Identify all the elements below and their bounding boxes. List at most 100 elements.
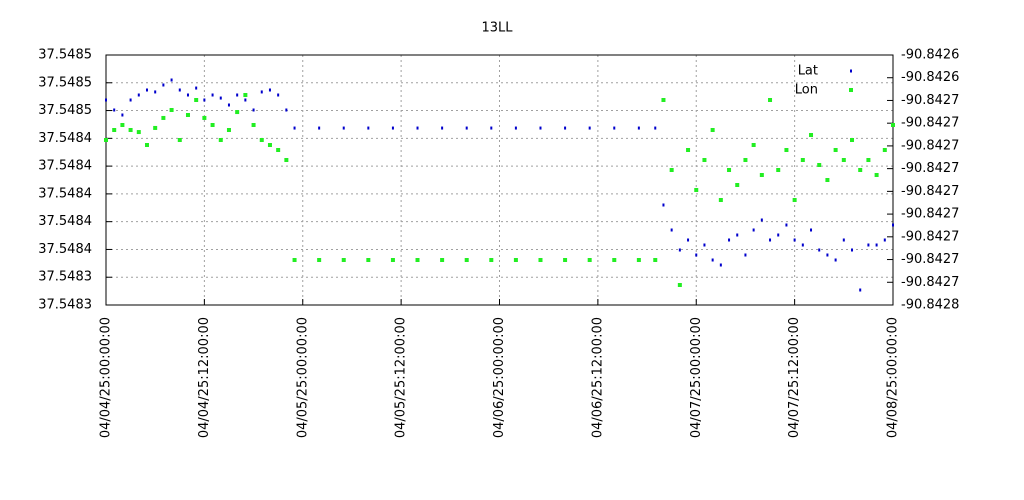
point <box>718 198 723 202</box>
y2-tick-label: -90.8427 <box>901 252 959 267</box>
point <box>727 168 732 172</box>
point <box>538 258 543 262</box>
point <box>465 126 468 130</box>
point <box>128 128 133 132</box>
point <box>251 123 256 127</box>
point <box>736 233 739 237</box>
point <box>817 163 822 167</box>
point <box>735 183 740 187</box>
point <box>882 148 887 152</box>
point <box>776 168 781 172</box>
point <box>268 88 271 92</box>
y2-tick-label: -90.8427 <box>901 275 959 290</box>
point <box>711 258 714 262</box>
point <box>751 143 756 147</box>
point <box>105 98 107 102</box>
point <box>687 238 690 242</box>
y-tick-label: 37.5484 <box>38 159 92 174</box>
point <box>243 93 248 97</box>
point <box>842 238 845 242</box>
point <box>760 218 763 222</box>
x-tick-label: 04/07/25:00:00:00 <box>689 317 704 438</box>
y2-tick-label: -90.8427 <box>901 93 959 108</box>
point <box>178 88 181 92</box>
y2-tick-label: -90.8427 <box>901 184 959 199</box>
point <box>210 123 215 127</box>
point <box>202 115 207 120</box>
point <box>391 126 394 130</box>
point <box>784 148 789 152</box>
point <box>489 258 494 262</box>
point <box>136 130 141 135</box>
point <box>194 98 199 102</box>
point <box>390 258 395 262</box>
point <box>342 126 345 130</box>
point <box>252 108 255 112</box>
point <box>226 128 231 132</box>
point <box>759 173 764 177</box>
point <box>686 148 691 152</box>
point <box>441 126 444 130</box>
point <box>825 178 830 182</box>
y-tick-label: 37.5483 <box>38 298 92 313</box>
y2-tick-label: -90.8426 <box>901 70 959 85</box>
x-tick-label: 04/07/25:12:00:00 <box>787 317 802 438</box>
point <box>800 158 805 162</box>
point <box>514 126 517 130</box>
point <box>203 98 206 102</box>
point <box>833 148 838 152</box>
point <box>121 113 124 117</box>
point <box>341 258 346 262</box>
x-tick-label: 04/05/25:00:00:00 <box>295 317 310 438</box>
point <box>186 93 189 97</box>
point <box>710 128 715 132</box>
point <box>587 258 592 262</box>
point <box>177 138 182 142</box>
point <box>162 83 165 87</box>
point <box>415 258 420 262</box>
y-tick-label: 37.5485 <box>38 103 92 118</box>
point <box>785 223 788 227</box>
point <box>719 263 722 267</box>
point <box>654 126 657 130</box>
point <box>744 253 747 257</box>
point <box>144 143 149 147</box>
point <box>859 288 862 292</box>
point <box>563 258 568 262</box>
point <box>276 148 281 152</box>
y-tick-label: 37.5485 <box>38 75 92 90</box>
point <box>104 138 108 142</box>
point <box>777 233 780 237</box>
point <box>883 238 886 242</box>
legend-label: Lon <box>795 83 818 98</box>
x-tick-label: 04/04/25:12:00:00 <box>197 317 212 438</box>
point <box>137 93 140 97</box>
point <box>678 248 681 252</box>
point <box>810 228 813 232</box>
point <box>858 168 863 172</box>
point <box>752 228 755 232</box>
y-tick-label: 37.5483 <box>38 270 92 285</box>
point <box>161 115 166 120</box>
plot-frame <box>105 54 894 306</box>
point <box>267 143 272 147</box>
y2-tick-label: -90.8427 <box>901 116 959 131</box>
point <box>826 253 829 257</box>
point <box>236 93 239 97</box>
y2-tick-label: -90.8427 <box>901 229 959 244</box>
point <box>154 90 157 94</box>
point <box>892 223 894 227</box>
point <box>769 238 772 242</box>
point <box>637 126 640 130</box>
point <box>464 258 469 262</box>
point <box>694 188 699 192</box>
point <box>703 243 706 247</box>
point <box>244 98 247 102</box>
y2-tick-label: -90.8427 <box>901 161 959 176</box>
point <box>112 128 117 132</box>
x-tick-label: 04/08/25:00:00:00 <box>886 317 901 438</box>
legend-marker <box>849 88 853 92</box>
point <box>801 243 804 247</box>
